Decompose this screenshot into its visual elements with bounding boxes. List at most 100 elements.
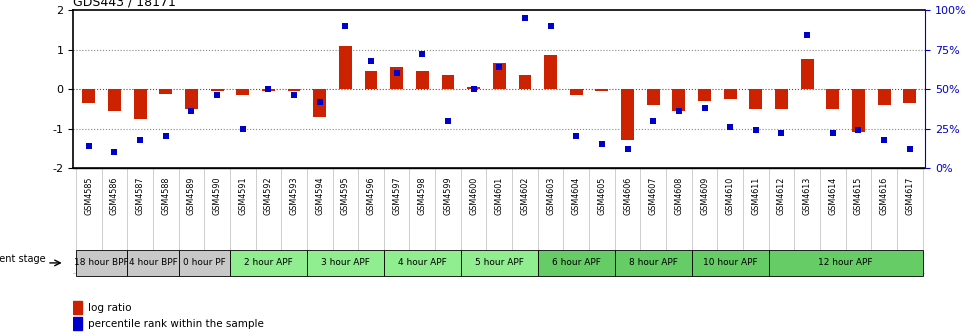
Text: GSM4614: GSM4614	[827, 176, 836, 215]
Bar	[306, 250, 383, 276]
Bar	[467, 87, 479, 89]
Point	[747, 127, 763, 133]
Point	[414, 52, 429, 57]
Text: 4 hour BPF: 4 hour BPF	[128, 258, 177, 267]
Text: GSM4610: GSM4610	[725, 176, 734, 215]
Text: 6 hour APF: 6 hour APF	[552, 258, 600, 267]
Bar	[544, 55, 556, 89]
Point	[619, 146, 635, 152]
Bar	[76, 250, 127, 276]
Bar	[723, 89, 735, 99]
Text: GSM4617: GSM4617	[905, 176, 913, 215]
Text: GSM4595: GSM4595	[340, 176, 349, 215]
Text: GSM4604: GSM4604	[571, 176, 580, 215]
Bar	[383, 250, 461, 276]
Point	[491, 64, 507, 70]
Point	[157, 134, 173, 139]
Point	[312, 99, 328, 104]
Bar	[441, 75, 454, 89]
Point	[209, 93, 225, 98]
Text: GSM4609: GSM4609	[699, 176, 708, 215]
Bar	[800, 59, 813, 89]
Point	[388, 71, 404, 76]
Text: log ratio: log ratio	[88, 303, 131, 313]
Bar	[127, 250, 178, 276]
Bar	[416, 71, 428, 89]
Point	[798, 33, 814, 38]
Point	[81, 143, 97, 149]
Text: 3 hour APF: 3 hour APF	[321, 258, 370, 267]
Bar	[461, 250, 537, 276]
Text: GSM4593: GSM4593	[289, 176, 298, 215]
Bar	[73, 301, 82, 314]
Bar	[210, 89, 223, 91]
Bar	[134, 89, 147, 119]
Point	[594, 142, 609, 147]
Point	[363, 58, 378, 63]
Text: 0 hour PF: 0 hour PF	[183, 258, 225, 267]
Point	[696, 105, 712, 111]
Text: GSM4586: GSM4586	[110, 176, 119, 215]
Point	[132, 137, 148, 142]
Text: GSM4612: GSM4612	[777, 176, 785, 215]
Bar	[338, 46, 351, 89]
Text: GSM4589: GSM4589	[187, 176, 196, 215]
Text: GSM4616: GSM4616	[878, 176, 888, 215]
Bar	[697, 89, 710, 101]
Text: development stage: development stage	[0, 254, 45, 264]
Text: GSM4598: GSM4598	[418, 176, 426, 215]
Text: GSM4613: GSM4613	[802, 176, 811, 215]
Bar	[82, 89, 95, 103]
Bar	[903, 89, 915, 103]
Point	[850, 127, 866, 133]
Text: 8 hour APF: 8 hour APF	[628, 258, 677, 267]
Point	[568, 134, 584, 139]
Bar	[73, 317, 82, 330]
Text: GSM4608: GSM4608	[674, 176, 683, 215]
Bar	[877, 89, 890, 105]
Point	[824, 131, 840, 136]
Text: GSM4601: GSM4601	[494, 176, 504, 215]
Text: 18 hour BPF: 18 hour BPF	[74, 258, 129, 267]
Point	[516, 15, 532, 21]
Bar	[595, 89, 607, 91]
Bar	[313, 89, 326, 118]
Text: 12 hour APF: 12 hour APF	[818, 258, 872, 267]
Bar	[364, 71, 378, 89]
Bar	[825, 89, 838, 109]
Bar	[390, 67, 403, 89]
Bar	[775, 89, 787, 109]
Bar	[236, 89, 249, 95]
Point	[286, 93, 301, 98]
Point	[901, 146, 916, 152]
Text: GSM4592: GSM4592	[264, 176, 273, 215]
Point	[875, 137, 891, 142]
Point	[670, 109, 686, 114]
Text: GSM4600: GSM4600	[468, 176, 477, 215]
Text: GSM4587: GSM4587	[136, 176, 145, 215]
Bar	[537, 250, 614, 276]
Bar	[178, 250, 230, 276]
Bar	[672, 89, 685, 111]
Text: GSM4605: GSM4605	[597, 176, 605, 215]
Bar	[185, 89, 198, 109]
Text: 10 hour APF: 10 hour APF	[702, 258, 757, 267]
Text: GSM4603: GSM4603	[546, 176, 555, 215]
Bar	[262, 89, 275, 91]
Text: GSM4606: GSM4606	[622, 176, 632, 215]
Text: 2 hour APF: 2 hour APF	[244, 258, 292, 267]
Text: 5 hour APF: 5 hour APF	[474, 258, 523, 267]
Bar	[851, 89, 864, 132]
Bar	[108, 89, 120, 111]
Bar	[768, 250, 921, 276]
Bar	[230, 250, 306, 276]
Point	[260, 86, 276, 92]
Text: GSM4594: GSM4594	[315, 176, 324, 215]
Bar	[569, 89, 582, 95]
Text: GSM4599: GSM4599	[443, 176, 452, 215]
Text: GSM4602: GSM4602	[520, 176, 529, 215]
Point	[337, 23, 353, 29]
Bar	[620, 89, 634, 140]
Point	[107, 150, 122, 155]
Point	[773, 131, 788, 136]
